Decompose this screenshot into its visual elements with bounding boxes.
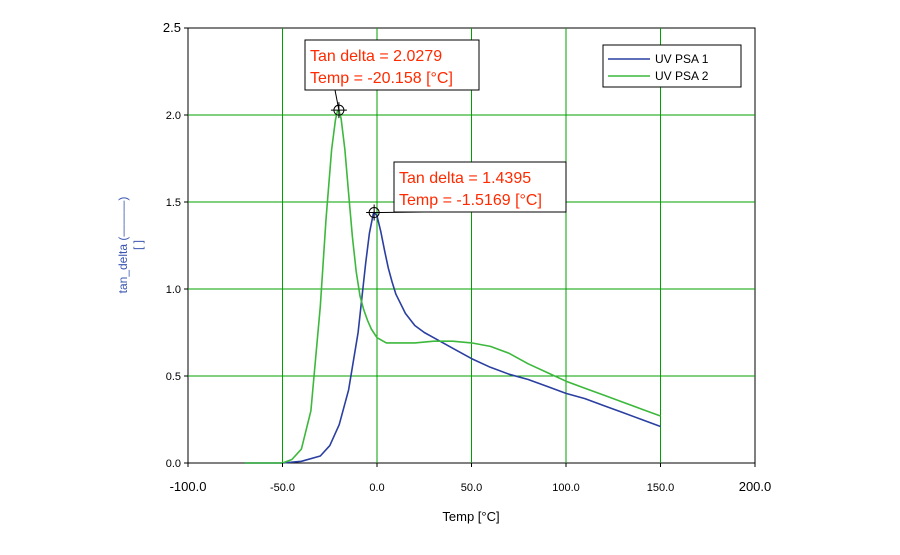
annotation-temp: Temp = -20.158 [°C]	[310, 70, 453, 87]
x-tick-label: 150.0	[647, 482, 675, 494]
x-axis-title: Temp [°C]	[442, 509, 499, 524]
series-line-uv-psa-1	[244, 211, 661, 464]
annotation-box	[393, 161, 567, 213]
y-axis-title: tan_delta (———)	[116, 197, 130, 294]
y-tick-label: 2.5	[163, 20, 181, 35]
series-line-uv-psa-2	[244, 109, 661, 464]
x-tick-label: -100.0	[170, 479, 207, 494]
y-tick-label: 0.0	[166, 458, 181, 470]
legend-label-uv-psa-2: UV PSA 2	[655, 69, 709, 83]
annotation-temp: Temp = -1.5169 [°C]	[399, 192, 542, 209]
annotation-box	[304, 39, 480, 91]
y-tick-label: 0.5	[166, 371, 181, 383]
x-tick-label: 100.0	[552, 482, 580, 494]
legend: UV PSA 1 UV PSA 2	[602, 44, 742, 88]
annotation-leader	[334, 89, 340, 111]
y-tick-label: 1.0	[166, 284, 181, 296]
x-tick-label: 50.0	[461, 482, 482, 494]
y-tick-label: 2.0	[166, 110, 181, 122]
legend-box	[602, 44, 742, 88]
x-tick-label: 200.0	[739, 479, 772, 494]
x-tick-label: 0.0	[369, 482, 384, 494]
peak-annotation-uv-psa-2: Tan delta = 2.0279 Temp = -20.158 [°C]	[304, 39, 480, 91]
peak-annotation-uv-psa-1: Tan delta = 1.4395 Temp = -1.5169 [°C]	[393, 161, 567, 213]
axes: -100.0 -50.0 0.0 50.0 100.0 150.0 200.0 0.0 0.5 1…	[163, 20, 771, 494]
series	[244, 109, 661, 464]
annotation-tan-delta: Tan delta = 1.4395	[399, 170, 531, 187]
y-tick-label: 1.5	[166, 197, 181, 209]
grid	[188, 28, 755, 463]
x-tick-label: -50.0	[270, 482, 295, 494]
y-axis-unit: [ ]	[131, 240, 145, 250]
legend-label-uv-psa-1: UV PSA 1	[655, 52, 709, 66]
annotation-tan-delta: Tan delta = 2.0279	[310, 48, 442, 65]
